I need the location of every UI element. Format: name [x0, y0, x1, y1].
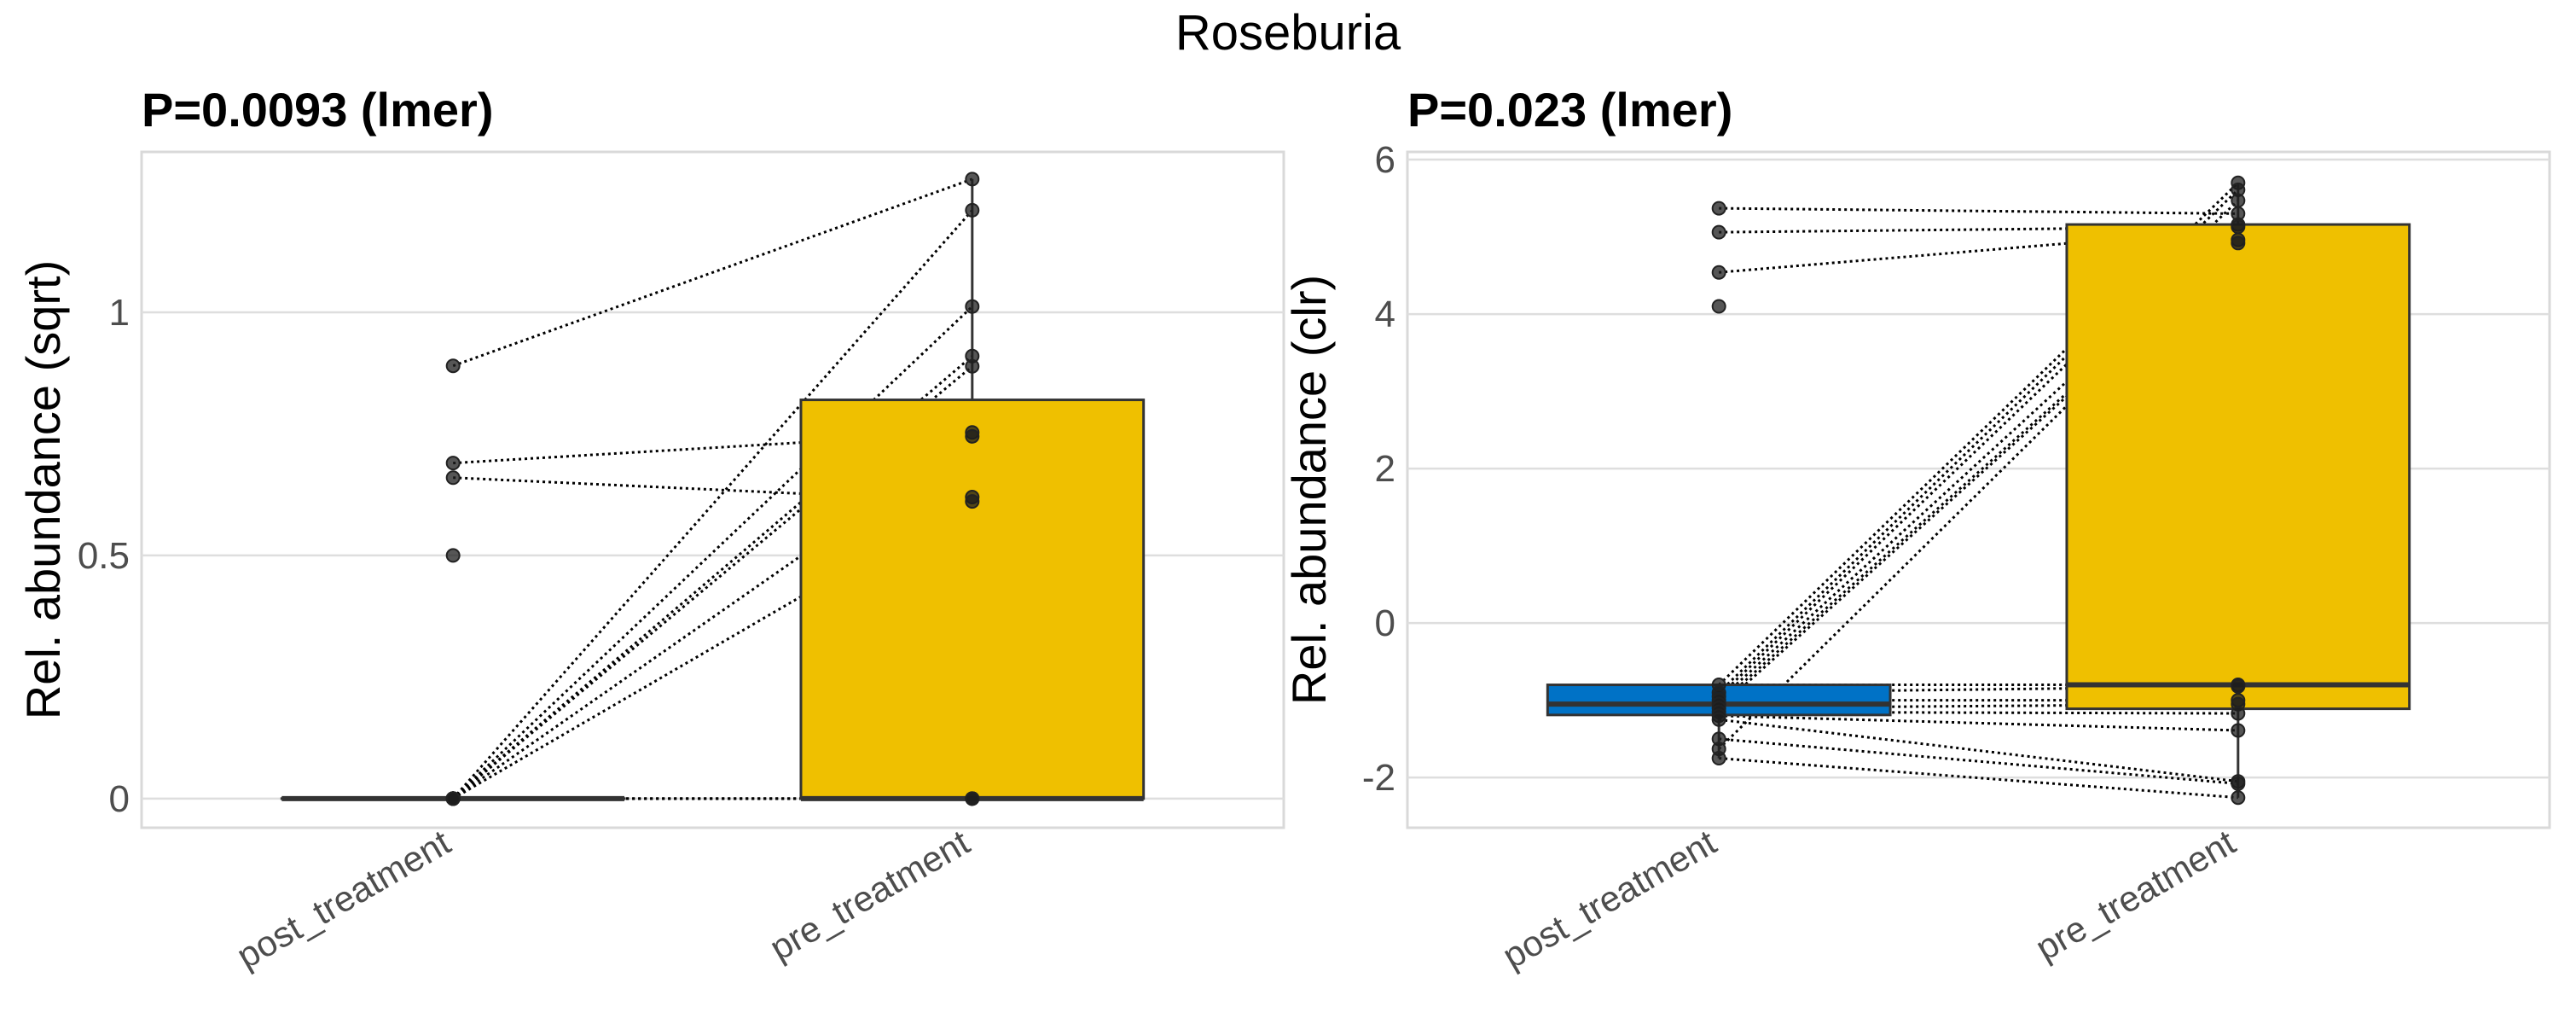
x-tick-label: post_treatment [1496, 822, 1723, 976]
y-tick-label: 0 [109, 778, 130, 820]
panel-title: P=0.0093 (lmer) [142, 83, 493, 137]
x-tick-label: pre_treatment [2028, 822, 2242, 969]
data-point [2231, 236, 2246, 251]
data-point [965, 791, 980, 806]
y-tick-label: 1 [109, 292, 130, 334]
y-tick-label: -2 [1362, 757, 1395, 799]
data-point [1711, 201, 1726, 216]
data-point [965, 358, 980, 374]
box-pre_treatment [2065, 223, 2411, 711]
data-point [1711, 224, 1726, 240]
y-tick-label: 4 [1375, 294, 1395, 335]
y-tick-label: 2 [1375, 448, 1395, 490]
data-point [445, 358, 461, 374]
data-point [445, 548, 461, 563]
data-point [1711, 265, 1726, 280]
data-point [965, 428, 980, 444]
y-tick-label: 6 [1375, 139, 1395, 181]
x-tick-label: post_treatment [230, 822, 457, 976]
data-point [965, 202, 980, 218]
y-tick-label: 0 [1375, 602, 1395, 644]
data-point [2231, 219, 2246, 235]
data-point [1711, 712, 1726, 727]
data-point [1711, 299, 1726, 314]
paired-line [452, 496, 973, 800]
figure-title: Roseburia [1175, 5, 1401, 61]
data-point [2231, 723, 2246, 738]
paired-line [1718, 236, 2239, 750]
data-point [965, 494, 980, 509]
panel-right: P=0.023 (lmer) Rel. abundance (clr) -2 0 2… [1282, 83, 2551, 976]
panel-title: P=0.023 (lmer) [1407, 83, 1732, 137]
box-pre_treatment [799, 399, 1146, 800]
data-point [2231, 790, 2246, 806]
x-tick-label: pre_treatment [763, 822, 976, 969]
data-point [445, 456, 461, 471]
y-axis-title: Rel. abundance (sqrt) [16, 260, 70, 720]
data-point [2231, 706, 2246, 721]
paired-line [452, 177, 973, 368]
data-point [445, 470, 461, 486]
paired-line [1718, 189, 2239, 694]
y-axis-title: Rel. abundance (clr) [1282, 275, 1336, 705]
data-point [2231, 193, 2246, 208]
data-point [965, 299, 980, 314]
data-point [2231, 678, 2246, 694]
paired-line [1718, 182, 2239, 686]
data-point [2231, 776, 2246, 791]
panel-left: P=0.0093 (lmer) Rel. abundance (sqrt) 0 0… [16, 83, 1285, 976]
data-point [1711, 751, 1726, 766]
data-point [965, 172, 980, 187]
data-point [445, 791, 461, 806]
y-tick-label: 0.5 [78, 535, 130, 577]
